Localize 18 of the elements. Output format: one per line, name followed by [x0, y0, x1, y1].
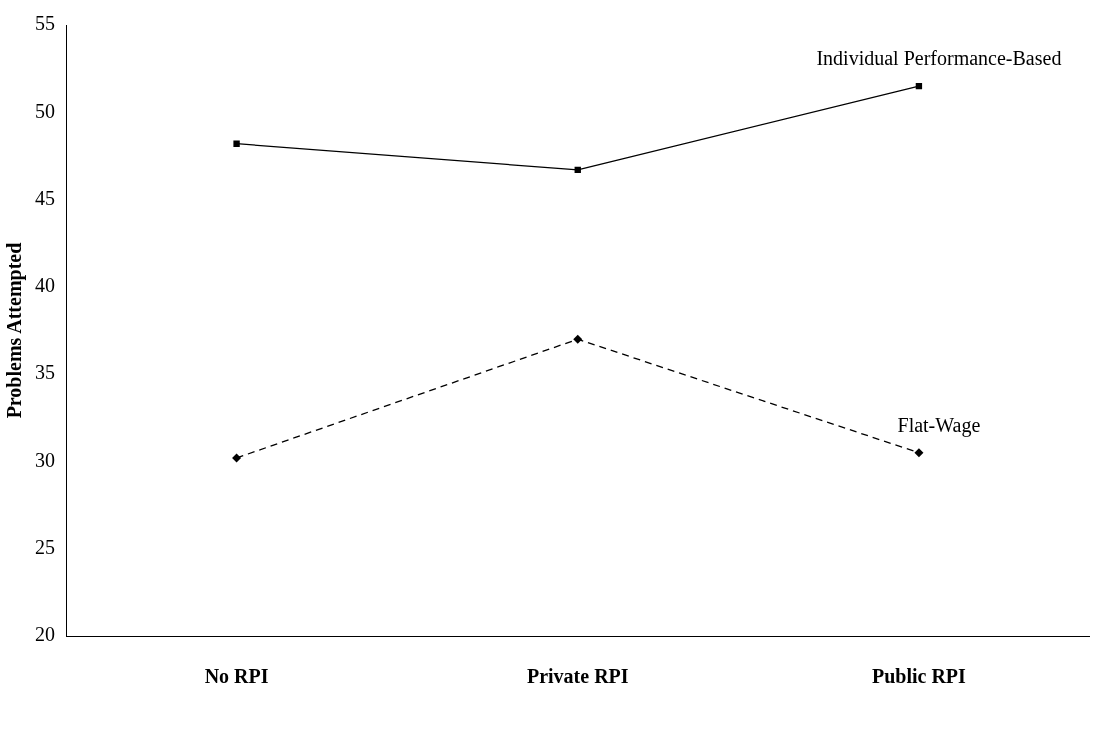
y-tick-label: 55 — [35, 12, 55, 35]
y-tick-label: 50 — [35, 99, 55, 122]
point — [233, 140, 240, 147]
y-tick-label: 30 — [35, 448, 55, 471]
y-tick-label: 35 — [35, 361, 55, 384]
y-tick-label: 20 — [35, 623, 55, 646]
x-tick-label: Public RPI — [871, 665, 967, 688]
y-tick-label: 45 — [35, 186, 55, 209]
x-tick-label: No RPI — [204, 665, 269, 688]
y-tick-label: 25 — [35, 535, 55, 558]
point — [232, 453, 242, 463]
point — [573, 334, 583, 344]
series-label: Flat-Wage — [897, 413, 981, 437]
y-tick-label: 40 — [35, 274, 55, 297]
x-tick-label: Private RPI — [526, 665, 629, 688]
series-label: Individual Performance-Based — [816, 47, 1062, 70]
point — [914, 448, 924, 458]
y-axis-title: Problems Attempted — [3, 242, 27, 419]
